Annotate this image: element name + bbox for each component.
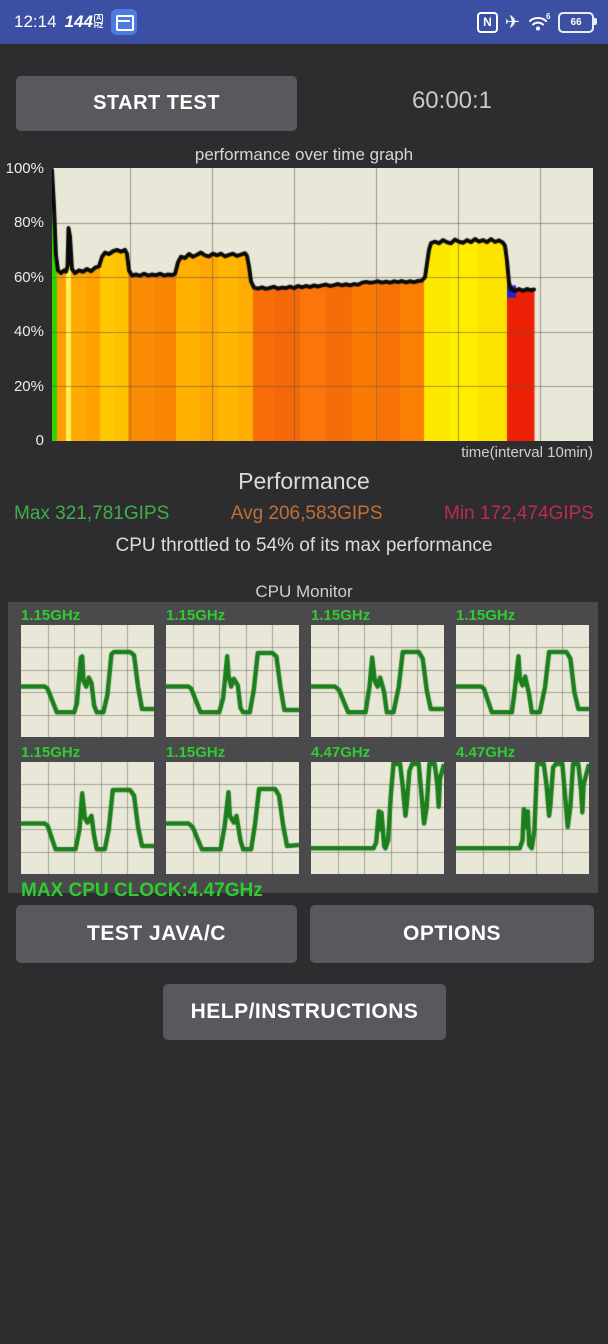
core-frequency-label: 1.15GHz (21, 607, 81, 624)
cpu-monitor-row-2: 1.15GHz 1.15GHz 4.47GHz 4.47GHz (21, 743, 598, 874)
floating-window-icon (111, 9, 138, 35)
wifi6-label: 6 (546, 12, 551, 21)
nfc-icon: N (476, 11, 498, 33)
max-cpu-clock-label: MAX CPU CLOCK:4.47GHz (21, 880, 263, 901)
cpu-core-cell: 1.15GHz (456, 606, 589, 737)
y-tick-40: 40% (13, 323, 44, 340)
status-bar-right: N ✈ 6 66 (476, 11, 597, 33)
max-gips-value: Max 321,781GIPS (14, 503, 170, 524)
cpu-monitor-row-1: 1.15GHz 1.15GHz 1.15GHz 1.15GHz (21, 606, 598, 737)
cpu-core-chart (166, 762, 299, 874)
cpu-core-cell: 1.15GHz (311, 606, 444, 737)
performance-stats: Max 321,781GIPS Avg 206,583GIPS Min 172,… (0, 503, 608, 525)
x-axis-label: time(interval 10min) (461, 444, 593, 461)
core-frequency-label: 4.47GHz (311, 744, 371, 761)
wifi-icon: 6 (529, 12, 551, 31)
status-bar: 12:14 144 A HZ N ✈ 6 (0, 0, 608, 44)
core-frequency-label: 4.47GHz (456, 744, 516, 761)
cpu-monitor-panel: 1.15GHz 1.15GHz 1.15GHz 1.15GHz 1.15GHz (8, 602, 598, 901)
y-tick-0: 0 (35, 432, 44, 449)
cpu-core-cell: 4.47GHz (456, 743, 589, 874)
core-frequency-label: 1.15GHz (166, 744, 226, 761)
auto-refresh-badge: A (94, 14, 104, 23)
performance-over-time-chart (52, 168, 593, 441)
test-duration-timer: 60:00:1 (411, 87, 493, 114)
cpu-core-cell: 1.15GHz (166, 606, 299, 737)
graph-title: performance over time graph (194, 145, 414, 164)
throttle-summary: CPU throttled to 54% of its max performa… (115, 535, 493, 556)
min-gips-value: Min 172,474GIPS (444, 503, 594, 524)
cpu-core-cell: 1.15GHz (21, 743, 154, 874)
start-test-button[interactable]: START TEST (16, 76, 297, 131)
clock: 12:14 (14, 12, 57, 31)
cpu-core-chart (21, 625, 154, 737)
battery-icon: 66 (558, 11, 597, 33)
airplane-mode-icon: ✈ (504, 12, 520, 32)
cpu-core-chart (166, 625, 299, 737)
core-frequency-label: 1.15GHz (21, 744, 81, 761)
core-frequency-label: 1.15GHz (311, 607, 371, 624)
y-tick-100: 100% (5, 160, 44, 177)
cpu-core-chart (311, 762, 444, 874)
cpu-core-chart (456, 762, 589, 874)
cpu-core-cell: 4.47GHz (311, 743, 444, 874)
avg-gips-value: Avg 206,583GIPS (230, 503, 383, 524)
cpu-core-cell: 1.15GHz (21, 606, 154, 737)
cpu-core-chart (311, 625, 444, 737)
y-tick-60: 60% (13, 269, 44, 286)
cpu-core-chart (21, 762, 154, 874)
options-button[interactable]: OPTIONS (310, 905, 594, 963)
y-tick-80: 80% (13, 214, 44, 231)
performance-heading: Performance (238, 468, 370, 494)
status-bar-left: 12:14 144 A HZ (14, 9, 138, 35)
y-tick-20: 20% (13, 378, 44, 395)
core-frequency-label: 1.15GHz (166, 607, 226, 624)
cpu-monitor-heading: CPU Monitor (255, 582, 353, 601)
test-java-c-button[interactable]: TEST JAVA/C (16, 905, 297, 963)
core-frequency-label: 1.15GHz (456, 607, 516, 624)
refresh-rate-indicator: 144 A HZ (64, 12, 104, 31)
help-instructions-button[interactable]: HELP/INSTRUCTIONS (163, 984, 446, 1040)
cpu-core-cell: 1.15GHz (166, 743, 299, 874)
cpu-core-chart (456, 625, 589, 737)
